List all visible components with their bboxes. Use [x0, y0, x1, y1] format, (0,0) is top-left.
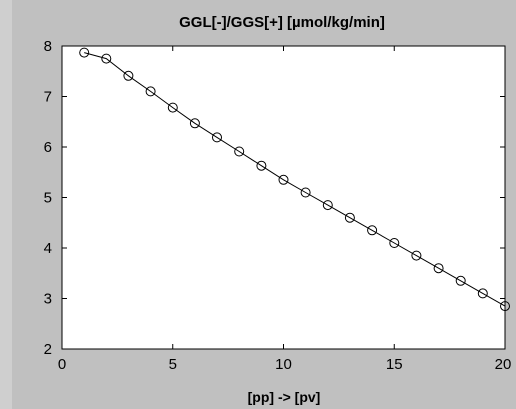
y-axis: 2 3 4 5 6 7 8 — [44, 38, 505, 358]
x-tick-label: 5 — [169, 356, 177, 373]
data-point — [212, 132, 222, 143]
data-point — [101, 53, 112, 64]
data-point — [79, 47, 90, 58]
chart-title: GGL[-]/GGS[+] [µmol/kg/min] — [179, 14, 385, 31]
data-point — [455, 275, 466, 286]
x-axis: 0 5 10 15 20 — [58, 46, 512, 373]
data-point — [500, 301, 510, 312]
x-tick-label: 0 — [58, 356, 66, 373]
x-tick-label: 10 — [275, 356, 292, 373]
y-tick-label: 4 — [44, 240, 52, 257]
y-tick-label: 6 — [44, 139, 52, 156]
y-tick-label: 3 — [44, 291, 52, 308]
data-point — [367, 225, 378, 236]
left-edge-strip — [0, 0, 12, 409]
data-point — [433, 263, 444, 274]
y-tick-label: 8 — [44, 38, 52, 55]
data-point — [167, 102, 178, 113]
data-point — [256, 160, 267, 171]
data-point — [145, 86, 156, 97]
data-point — [123, 70, 134, 81]
x-tick-label: 20 — [495, 356, 512, 373]
plot-area — [61, 45, 506, 350]
data-point — [300, 187, 311, 198]
data-point — [411, 250, 422, 261]
y-tick-label: 5 — [44, 190, 52, 207]
data-point — [234, 146, 245, 157]
y-tick-label: 7 — [44, 89, 52, 106]
series-layer — [79, 47, 510, 312]
data-point — [322, 200, 333, 211]
y-tick-label: 2 — [44, 341, 52, 358]
data-point — [344, 212, 355, 223]
x-tick-label: 15 — [386, 356, 403, 373]
x-axis-label: [pp] -> [pv] — [248, 389, 321, 405]
data-point — [477, 288, 488, 299]
data-point — [278, 174, 289, 185]
data-point — [389, 238, 400, 248]
data-point — [189, 118, 200, 129]
